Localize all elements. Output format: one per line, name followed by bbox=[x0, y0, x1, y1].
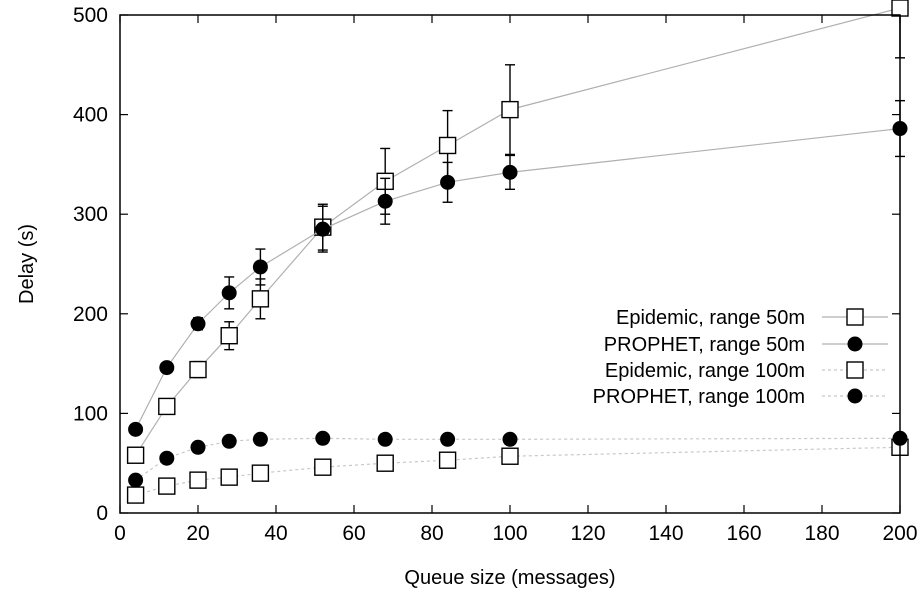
data-point bbox=[501, 100, 519, 119]
y-axis-label: Delay (s) bbox=[16, 224, 38, 304]
y-tick-label: 0 bbox=[96, 502, 108, 525]
data-point bbox=[251, 290, 270, 308]
x-tick-label: 20 bbox=[186, 522, 209, 545]
data-point bbox=[252, 431, 268, 447]
data-point bbox=[377, 193, 393, 209]
data-point bbox=[159, 360, 175, 376]
data-point bbox=[440, 431, 456, 447]
legend-label: Epidemic, range 100m bbox=[605, 360, 805, 382]
legend-marker bbox=[846, 308, 864, 326]
y-tick-label: 200 bbox=[73, 303, 108, 326]
legend-marker bbox=[846, 361, 864, 379]
data-point bbox=[502, 431, 518, 447]
x-tick-label: 160 bbox=[726, 522, 761, 545]
legend-marker bbox=[847, 388, 863, 404]
series-2 bbox=[128, 99, 908, 437]
data-point bbox=[158, 477, 176, 495]
x-tick-label: 100 bbox=[492, 522, 527, 545]
x-tick-label: 0 bbox=[114, 522, 126, 545]
x-axis-label: Queue size (messages) bbox=[404, 567, 615, 589]
data-point bbox=[189, 471, 207, 489]
data-point bbox=[502, 164, 518, 180]
series-4 bbox=[128, 430, 908, 488]
series-line bbox=[135, 7, 901, 456]
data-point bbox=[220, 327, 238, 345]
y-tick-label: 100 bbox=[73, 402, 108, 425]
data-point bbox=[314, 458, 332, 476]
data-point bbox=[126, 486, 145, 504]
data-point bbox=[128, 472, 144, 488]
data-point bbox=[128, 421, 144, 437]
data-point bbox=[220, 468, 238, 486]
data-point bbox=[315, 430, 331, 446]
data-point bbox=[501, 447, 519, 465]
legend-label: PROPHET, range 100m bbox=[593, 386, 805, 408]
x-tick-label: 80 bbox=[420, 522, 443, 545]
ticks-layer: 0 20 40 60 80 100 120 140 160 180 200 0 100 200 300 400… bbox=[73, 4, 918, 545]
data-point bbox=[438, 136, 457, 155]
legend-label: Epidemic, range 50m bbox=[616, 307, 805, 329]
data-point bbox=[440, 174, 456, 190]
x-tick-label: 180 bbox=[804, 522, 839, 545]
x-tick-label: 120 bbox=[570, 522, 605, 545]
series-line bbox=[135, 446, 901, 496]
data-point bbox=[190, 439, 206, 455]
data-point bbox=[252, 259, 268, 275]
data-point bbox=[438, 451, 457, 469]
data-point bbox=[190, 316, 206, 332]
legend-label: PROPHET, range 50m bbox=[604, 334, 805, 356]
y-tick-label: 300 bbox=[73, 203, 108, 226]
data-point bbox=[159, 450, 175, 466]
series-line bbox=[135, 437, 901, 481]
data-point bbox=[251, 464, 270, 482]
data-point bbox=[315, 221, 331, 237]
data-point bbox=[221, 433, 237, 449]
data-point bbox=[158, 397, 176, 416]
series-line bbox=[135, 127, 901, 430]
x-tick-label: 40 bbox=[264, 522, 287, 545]
y-tick-label: 400 bbox=[73, 104, 108, 127]
x-tick-label: 60 bbox=[342, 522, 365, 545]
data-point bbox=[221, 285, 237, 301]
series-3 bbox=[126, 438, 909, 504]
series-layer bbox=[126, 0, 909, 504]
data-point bbox=[126, 446, 145, 464]
legend-marker bbox=[847, 336, 863, 352]
data-point bbox=[377, 431, 393, 447]
x-tick-label: 200 bbox=[882, 522, 917, 545]
x-tick-label: 140 bbox=[648, 522, 683, 545]
data-point bbox=[891, 0, 909, 17]
data-point bbox=[189, 360, 207, 379]
legend: Epidemic, range 50m PROPHET, range 50m Epi… bbox=[593, 307, 888, 408]
data-point bbox=[376, 454, 394, 472]
y-tick-label: 500 bbox=[73, 4, 108, 27]
